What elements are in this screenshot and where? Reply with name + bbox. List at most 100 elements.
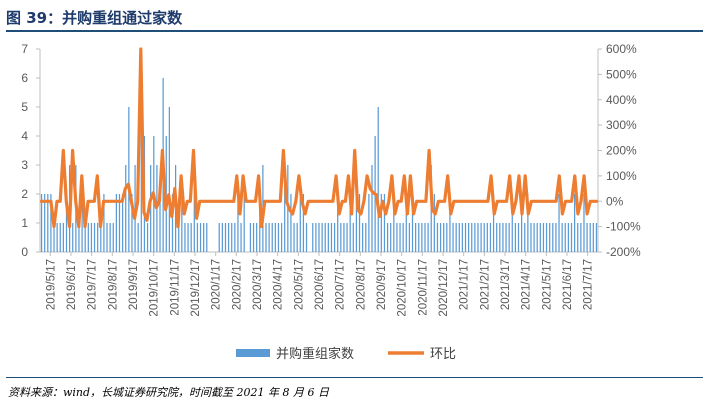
bar xyxy=(259,194,261,252)
bar xyxy=(184,223,186,252)
bar xyxy=(583,194,585,252)
legend-bar-swatch xyxy=(236,349,270,357)
y-right-tick-label: 100% xyxy=(606,169,637,183)
bar xyxy=(533,223,535,252)
bar xyxy=(315,223,317,252)
bar xyxy=(265,223,267,252)
bar xyxy=(446,223,448,252)
figure-title: 图 39：并购重组通过家数 xyxy=(6,9,183,27)
x-tick-label: 2020/6/17 xyxy=(314,259,326,310)
x-tick-label: 2020/2/17 xyxy=(231,259,243,310)
bar xyxy=(87,223,89,252)
x-tick-label: 2019/8/17 xyxy=(107,259,119,310)
bar xyxy=(249,223,252,252)
bar xyxy=(439,223,442,252)
bar xyxy=(377,107,379,252)
bar xyxy=(424,223,426,252)
bar xyxy=(352,223,354,252)
bar xyxy=(592,223,594,252)
bar xyxy=(290,194,292,252)
bar xyxy=(181,194,183,252)
bar xyxy=(296,223,298,252)
bar xyxy=(545,223,548,252)
bar xyxy=(256,223,258,252)
bar xyxy=(234,223,236,252)
bar xyxy=(159,194,161,252)
x-tick-label: 2019/12/17 xyxy=(190,259,202,317)
bar xyxy=(237,194,239,252)
chart: 0 1 2 3 4 5 6 7 -200% -100% 0% 100% 200% 300% 400% 500%… xyxy=(21,42,641,362)
bar xyxy=(486,223,488,252)
bar xyxy=(418,223,420,252)
bar xyxy=(561,223,563,252)
bar xyxy=(421,223,423,252)
y-left-tick-label: 7 xyxy=(21,42,28,56)
bar xyxy=(218,223,220,252)
x-tick-label: 2020/5/17 xyxy=(293,259,305,310)
y-left-tick-label: 3 xyxy=(21,158,28,172)
bar xyxy=(187,223,189,252)
bar xyxy=(93,223,96,252)
bar xyxy=(321,223,323,252)
bar xyxy=(530,223,532,252)
x-tick-label: 2021/3/17 xyxy=(500,259,512,310)
bar xyxy=(178,223,180,252)
bar xyxy=(333,223,336,252)
bar xyxy=(524,223,526,252)
y-left-tick-label: 6 xyxy=(21,71,28,85)
bar xyxy=(109,223,111,252)
bar xyxy=(521,194,523,252)
bar xyxy=(280,223,283,252)
bar xyxy=(302,194,305,252)
bar xyxy=(252,223,255,252)
bar xyxy=(511,194,513,252)
bar xyxy=(396,223,398,252)
bar xyxy=(243,194,245,252)
bar xyxy=(168,107,170,252)
bottom-rule xyxy=(6,377,703,378)
bar xyxy=(514,223,517,252)
bar xyxy=(595,223,598,252)
bar xyxy=(380,194,382,252)
bar xyxy=(393,194,395,252)
bar xyxy=(240,223,242,252)
bar xyxy=(203,223,205,252)
bar xyxy=(517,223,520,252)
bar xyxy=(78,223,80,252)
bar xyxy=(499,223,501,252)
bar xyxy=(539,223,541,252)
x-tick-label: 2020/9/17 xyxy=(376,259,388,310)
bar xyxy=(449,194,451,252)
bar xyxy=(558,194,560,252)
bar xyxy=(128,107,130,252)
x-tick-label: 2019/6/17 xyxy=(66,259,78,310)
x-tick-label: 2020/12/17 xyxy=(438,259,450,317)
bar xyxy=(567,223,570,252)
x-tick-label: 2021/2/17 xyxy=(479,259,491,310)
bar xyxy=(221,223,223,252)
bar xyxy=(299,194,301,252)
legend-bar-label: 并购重组家数 xyxy=(276,346,354,362)
bar xyxy=(271,223,273,252)
bar xyxy=(586,223,588,252)
y-left-tick-label: 0 xyxy=(21,245,28,259)
y-right-tick-label: 0% xyxy=(606,194,624,208)
bar xyxy=(455,223,457,252)
y-right-tick-label: -100% xyxy=(606,220,641,234)
bar xyxy=(505,223,507,252)
bar xyxy=(312,223,314,252)
bar xyxy=(199,223,202,252)
bar xyxy=(274,223,276,252)
legend-line-label: 环比 xyxy=(430,347,456,362)
bar xyxy=(580,223,582,252)
bar xyxy=(53,223,55,252)
y-right-tick-label: 200% xyxy=(606,144,637,158)
bar xyxy=(492,194,495,252)
bar xyxy=(318,223,320,252)
bar xyxy=(358,194,361,252)
x-tick-label: 2019/11/17 xyxy=(169,259,181,316)
bar xyxy=(564,223,566,252)
bar xyxy=(327,223,329,252)
bar xyxy=(408,223,411,252)
x-tick-label: 2019/9/17 xyxy=(128,259,140,310)
